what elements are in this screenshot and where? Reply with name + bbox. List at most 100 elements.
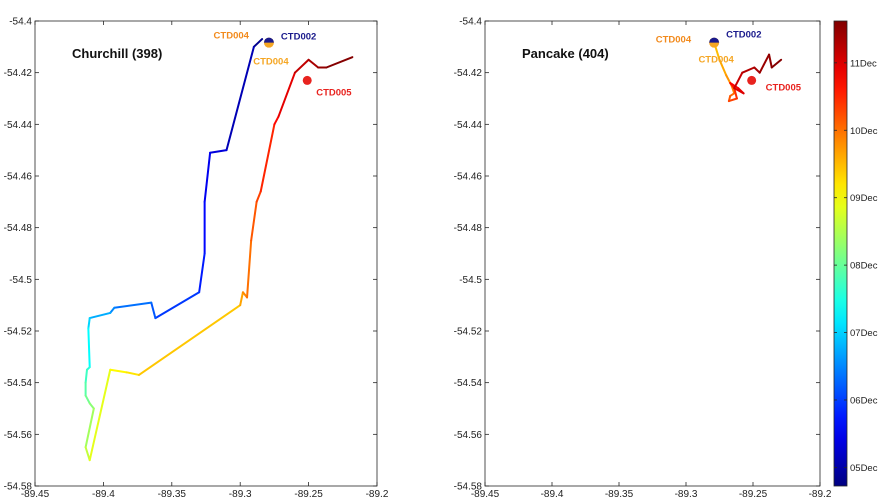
x-tick-label: -89.35 <box>158 489 187 500</box>
colorbar-scale <box>833 20 848 487</box>
station-label-ctd005: CTD005 <box>766 82 802 93</box>
chart-panel-2: -89.45 -89.4 -89.35 -89.3 -89.25 -89.2 -54.4 -5… <box>454 17 832 500</box>
track-segment <box>84 407 95 449</box>
track-segment <box>209 149 228 154</box>
x-tick-label: -89.4 <box>92 489 115 500</box>
track-segment <box>203 151 212 203</box>
station-label-ctd004: CTD004 <box>698 54 734 65</box>
track-segment <box>154 291 201 320</box>
x-tick-label: -89.45 <box>471 489 500 500</box>
track-segment <box>125 371 140 376</box>
track-segment <box>733 87 745 95</box>
track-segment <box>109 368 128 374</box>
x-tick-label: -89.25 <box>739 489 768 500</box>
track-segment <box>255 190 262 203</box>
colorbar-tick-label: 06Dec <box>850 395 878 406</box>
y-tick-label: -54.48 <box>4 223 33 234</box>
y-tick-label: -54.42 <box>4 68 33 79</box>
track-segment <box>727 97 738 103</box>
x-tick-label: -89.3 <box>675 489 698 500</box>
track-segment <box>753 66 761 74</box>
y-tick-label: -54.48 <box>454 223 483 234</box>
track-segment <box>87 317 91 330</box>
y-tick-label: -54.46 <box>4 172 33 183</box>
y-tick-label: -54.5 <box>9 275 32 286</box>
colorbar-tick-label: 09Dec <box>850 193 878 204</box>
colorbar-tick-label: 11Dec <box>850 58 877 69</box>
track-segment <box>307 58 320 69</box>
station-marker-ctd005 <box>302 75 312 85</box>
y-tick-label: -54.44 <box>454 120 483 131</box>
station-label-ctd004: CTD004 <box>656 34 692 45</box>
track-segment <box>770 58 783 69</box>
track-segment <box>246 239 253 299</box>
track-segment <box>88 368 112 462</box>
x-tick-label: -89.45 <box>21 489 50 500</box>
track-segment <box>741 66 756 74</box>
track-segment <box>88 402 95 410</box>
station-label-ctd004: CTD004 <box>214 30 250 41</box>
chart-panel-1: -89.45 -89.4 -89.35 -89.3 -89.25 -89.2 -54.4 -5… <box>4 17 389 500</box>
colorbar-tick-label: 08Dec <box>850 261 878 272</box>
y-tick-label: -54.56 <box>4 430 33 441</box>
y-tick-label: -54.42 <box>454 68 483 79</box>
track-segment <box>277 71 296 118</box>
track-segment <box>113 301 153 309</box>
colorbar: 05Dec 06Dec 07Dec 08Dec 09Dec 10Dec 11Dec <box>833 20 878 487</box>
station-marker-ctd005 <box>747 75 757 85</box>
track-segment <box>325 56 354 69</box>
station-label-ctd004: CTD004 <box>253 56 289 67</box>
y-tick-label: -54.58 <box>4 482 33 493</box>
x-tick-label: -89.35 <box>605 489 634 500</box>
colorbar-tick-label: 05Dec <box>850 463 878 474</box>
station-marker-ctd002 <box>263 37 274 43</box>
station-label-ctd002: CTD002 <box>726 30 761 41</box>
track-segment <box>273 115 280 126</box>
track-segment <box>250 200 258 242</box>
x-tick-label: -89.25 <box>294 489 323 500</box>
y-tick-label: -54.58 <box>454 482 483 493</box>
station-marker-ctd002 <box>709 37 720 43</box>
axes-frame <box>34 20 378 487</box>
track-segment <box>198 252 206 294</box>
track-segment <box>733 87 738 100</box>
track-segment <box>718 58 728 77</box>
track-segment <box>87 327 91 369</box>
y-tick-label: -54.54 <box>454 378 483 389</box>
y-tick-label: -54.52 <box>454 327 483 338</box>
colorbar-tick-label: 10Dec <box>850 126 878 137</box>
track-segment <box>88 311 112 320</box>
track-segment <box>109 306 116 314</box>
track-segment <box>84 446 91 462</box>
track-segment <box>768 53 773 69</box>
track-segment <box>729 82 740 90</box>
track-segment <box>225 45 255 152</box>
track-segment <box>150 301 157 320</box>
track-segment <box>758 53 771 74</box>
x-tick-label: -89.2 <box>809 489 832 500</box>
y-tick-label: -54.4 <box>9 17 32 28</box>
track-segment <box>84 394 91 405</box>
y-tick-label: -54.44 <box>4 120 33 131</box>
x-tick-label: -89.4 <box>541 489 564 500</box>
y-tick-label: -54.4 <box>459 17 482 28</box>
y-tick-label: -54.54 <box>4 378 33 389</box>
track-segment <box>259 123 276 193</box>
y-tick-label: -54.5 <box>459 275 482 286</box>
track-segment <box>733 71 744 90</box>
x-tick-label: -89.3 <box>229 489 252 500</box>
y-tick-label: -54.46 <box>454 172 483 183</box>
track-segment <box>84 368 88 384</box>
track-segment <box>293 58 310 74</box>
y-tick-label: -54.56 <box>454 430 483 441</box>
track-segment <box>137 304 242 376</box>
station-label-ctd002: CTD002 <box>281 32 316 43</box>
axes-frame <box>484 20 821 487</box>
colorbar-tick-label: 07Dec <box>850 328 878 339</box>
panel-title: Churchill (398) <box>72 46 162 61</box>
station-label-ctd005: CTD005 <box>316 87 352 98</box>
x-tick-label: -89.2 <box>366 489 389 500</box>
y-tick-label: -54.52 <box>4 327 33 338</box>
panel-title: Pancake (404) <box>522 46 609 61</box>
